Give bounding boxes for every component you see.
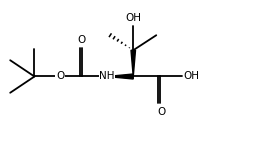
Text: O: O	[56, 72, 64, 82]
Polygon shape	[131, 50, 135, 76]
Text: O: O	[78, 35, 86, 45]
Polygon shape	[107, 74, 133, 79]
Text: O: O	[157, 106, 166, 116]
Text: NH: NH	[99, 72, 115, 82]
Text: OH: OH	[125, 13, 141, 24]
Text: OH: OH	[183, 72, 199, 82]
